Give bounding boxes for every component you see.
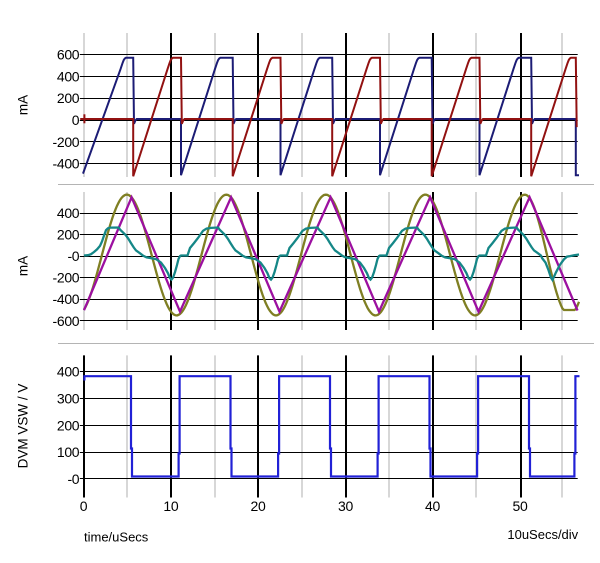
svg-text:300: 300 bbox=[57, 391, 80, 407]
svg-text:600: 600 bbox=[57, 46, 80, 62]
svg-text:-200: -200 bbox=[52, 270, 79, 286]
svg-text:10uSecs/div: 10uSecs/div bbox=[507, 527, 578, 542]
svg-text:400: 400 bbox=[57, 205, 80, 221]
svg-text:mA: mA bbox=[16, 95, 31, 115]
svg-text:40: 40 bbox=[425, 498, 440, 514]
svg-text:mA: mA bbox=[16, 256, 31, 276]
svg-text:10: 10 bbox=[163, 498, 178, 514]
svg-text:-400: -400 bbox=[52, 156, 79, 172]
svg-text:DVM VSW / V: DVM VSW / V bbox=[16, 384, 31, 469]
svg-text:-0: -0 bbox=[67, 248, 79, 264]
svg-text:20: 20 bbox=[251, 498, 266, 514]
svg-text:0: 0 bbox=[80, 498, 88, 514]
svg-text:100: 100 bbox=[57, 444, 80, 460]
svg-text:-600: -600 bbox=[52, 313, 79, 329]
svg-text:400: 400 bbox=[57, 363, 80, 379]
svg-text:0: 0 bbox=[72, 112, 80, 128]
svg-text:400: 400 bbox=[57, 68, 80, 84]
svg-text:200: 200 bbox=[57, 418, 80, 434]
svg-text:200: 200 bbox=[57, 90, 80, 106]
svg-text:-400: -400 bbox=[52, 291, 79, 307]
svg-text:time/uSecs: time/uSecs bbox=[84, 530, 149, 545]
svg-text:-200: -200 bbox=[52, 134, 79, 150]
svg-text:50: 50 bbox=[513, 498, 528, 514]
svg-text:200: 200 bbox=[57, 227, 80, 243]
svg-text:30: 30 bbox=[338, 498, 353, 514]
svg-text:-0: -0 bbox=[67, 471, 79, 487]
